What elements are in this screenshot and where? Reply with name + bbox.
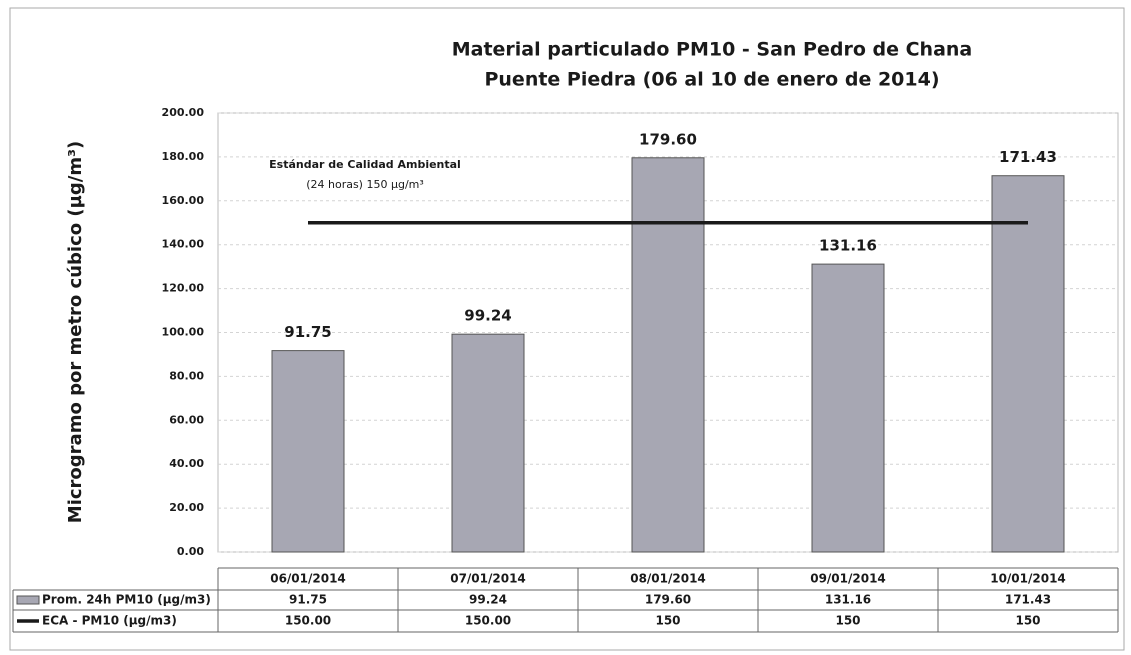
chart-border: [9, 7, 1125, 651]
legend-label: Prom. 24h PM10 (µg/m3): [42, 593, 211, 607]
data-label: 99.24: [464, 307, 511, 325]
annotation: (24 horas) 150 µg/m³: [306, 178, 424, 191]
data-label: 179.60: [639, 130, 697, 148]
legend-label: ECA - PM10 (µg/m3): [42, 614, 177, 628]
table-cell: 150.00: [285, 614, 331, 628]
chart-title: Material particulado PM10 - San Pedro de…: [452, 39, 973, 61]
x-tick-label: 07/01/2014: [450, 572, 526, 586]
y-tick-label: 120.00: [162, 282, 205, 295]
legend-swatch: [16, 595, 40, 605]
table-cell: 171.43: [1005, 593, 1051, 607]
y-tick-label: 160.00: [162, 194, 205, 207]
bar: [991, 175, 1065, 553]
x-tick-label: 08/01/2014: [630, 572, 706, 586]
x-tick-label: 09/01/2014: [810, 572, 886, 586]
table-cell: 99.24: [469, 593, 507, 607]
table-cell: 179.60: [645, 593, 691, 607]
bar: [811, 263, 885, 553]
y-axis-label: Microgramo por metro cúbico (µg/m³): [65, 141, 86, 523]
data-label: 171.43: [999, 148, 1057, 166]
table-cell: 150: [655, 614, 680, 628]
bar: [451, 333, 525, 553]
y-tick-label: 180.00: [162, 150, 205, 163]
x-tick-label: 06/01/2014: [270, 572, 346, 586]
table-cell: 150: [835, 614, 860, 628]
table-cell: 91.75: [289, 593, 327, 607]
y-tick-label: 200.00: [162, 106, 205, 119]
table-cell: 131.16: [825, 593, 871, 607]
y-tick-label: 80.00: [169, 369, 204, 382]
bar: [631, 157, 705, 553]
data-label: 91.75: [284, 323, 331, 341]
bar: [271, 350, 345, 553]
y-tick-label: 140.00: [162, 238, 205, 251]
x-tick-label: 10/01/2014: [990, 572, 1066, 586]
table-cell: 150: [1015, 614, 1040, 628]
y-tick-label: 20.00: [169, 501, 204, 514]
table-cell: 150.00: [465, 614, 511, 628]
y-tick-label: 0.00: [177, 545, 204, 558]
data-label: 131.16: [819, 237, 877, 255]
annotation: Estándar de Calidad Ambiental: [269, 158, 461, 171]
y-tick-label: 100.00: [162, 326, 205, 339]
chart-title: Puente Piedra (06 al 10 de enero de 2014…: [484, 69, 939, 91]
y-tick-label: 40.00: [169, 457, 204, 470]
y-tick-label: 60.00: [169, 413, 204, 426]
